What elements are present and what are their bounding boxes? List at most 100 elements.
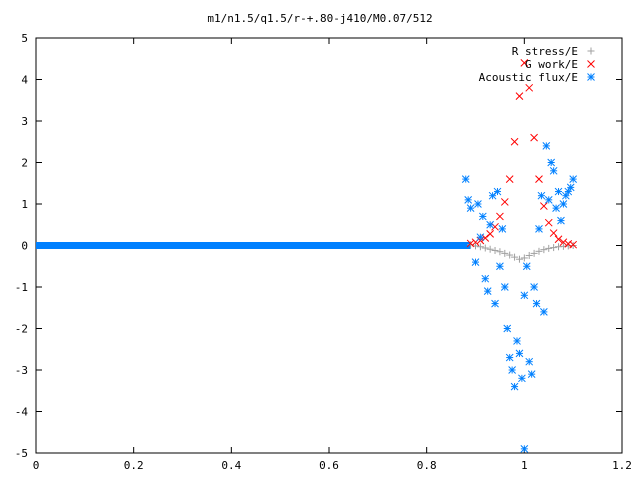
data-point — [505, 175, 514, 183]
legend-label: R stress/E — [512, 45, 578, 58]
data-point — [554, 235, 563, 244]
data-point — [520, 254, 528, 262]
data-point — [498, 225, 507, 233]
data-point — [520, 444, 529, 453]
x-tick-label: 0 — [33, 459, 40, 472]
series-1 — [466, 59, 578, 249]
data-point — [506, 251, 514, 259]
y-tick-label: 1 — [21, 198, 28, 211]
data-point — [547, 158, 556, 167]
data-point — [478, 212, 487, 221]
data-point — [569, 242, 577, 249]
data-point — [503, 324, 512, 333]
data-point — [476, 233, 485, 242]
data-point — [518, 374, 526, 383]
data-point — [540, 308, 548, 316]
y-tick-label: 2 — [21, 157, 28, 170]
data-point — [466, 239, 475, 248]
data-point — [476, 243, 484, 251]
data-point — [486, 245, 494, 253]
data-point — [520, 291, 529, 300]
data-point — [508, 366, 516, 374]
data-point — [496, 212, 504, 221]
y-tick-label: -5 — [15, 447, 28, 460]
data-point — [537, 191, 546, 200]
data-point — [569, 240, 578, 249]
data-point — [474, 200, 482, 208]
data-point — [515, 349, 524, 358]
legend-label: Acoustic flux/E — [479, 71, 578, 84]
data-point — [535, 225, 543, 233]
x-tick-label: 0.6 — [319, 459, 339, 472]
axis-ticks: 0 0.2 0.4 0.6 0.8 1 1.2 5 4 3 2 1 0 -1 -2 -3 -4 -5 — [15, 32, 632, 472]
data-point — [493, 187, 502, 196]
series-0 — [467, 241, 577, 263]
data-point — [540, 202, 548, 210]
data-point — [511, 253, 519, 261]
data-point — [481, 274, 490, 283]
data-point — [491, 246, 499, 254]
data-point — [513, 337, 521, 345]
data-point — [544, 195, 553, 204]
data-point — [464, 195, 473, 204]
y-tick-label: 5 — [21, 32, 28, 45]
data-point — [520, 59, 529, 67]
data-point — [542, 142, 551, 150]
data-point — [527, 370, 536, 379]
data-point — [544, 218, 553, 227]
x-tick-label: 0.8 — [417, 459, 437, 472]
data-point — [525, 251, 533, 259]
data-point — [559, 238, 568, 247]
y-tick-label: -2 — [15, 323, 28, 336]
y-tick-label: 3 — [21, 115, 28, 128]
y-tick-label: -1 — [15, 281, 28, 294]
data-point — [488, 191, 497, 200]
data-point — [515, 255, 523, 263]
x-tick-label: 0.4 — [221, 459, 241, 472]
legend-marker — [587, 47, 595, 55]
y-tick-label: -4 — [15, 406, 29, 419]
data-point — [505, 353, 514, 362]
y-tick-label: 0 — [21, 240, 28, 253]
series-2 — [461, 142, 578, 453]
data-point — [510, 137, 519, 146]
data-point — [525, 357, 534, 366]
data-point — [515, 92, 524, 100]
data-point — [549, 166, 558, 175]
data-point — [496, 248, 504, 256]
y-tick-label: -3 — [15, 364, 28, 377]
chart-title: m1/n1.5/q1.5/r-+.80-j410/M0.07/512 — [207, 12, 432, 25]
data-point — [557, 216, 565, 225]
data-point — [545, 244, 553, 252]
data-point — [461, 175, 470, 183]
data-point — [496, 262, 504, 271]
data-point — [552, 204, 560, 213]
data-point — [559, 200, 568, 208]
series-layer — [36, 59, 578, 453]
x-tick-label: 1.2 — [612, 459, 632, 472]
x-tick-label: 0.2 — [124, 459, 144, 472]
data-point — [566, 183, 575, 192]
legend-marker — [587, 60, 595, 68]
data-point — [530, 249, 538, 257]
legend-marker — [587, 73, 595, 81]
data-point — [535, 175, 543, 183]
data-point — [540, 246, 548, 254]
data-point — [500, 283, 509, 291]
data-point — [510, 382, 519, 391]
data-point — [522, 262, 531, 271]
data-point — [530, 283, 538, 291]
y-tick-label: 4 — [21, 74, 28, 87]
data-point — [486, 220, 495, 229]
data-point — [530, 133, 538, 142]
data-point — [532, 299, 541, 308]
data-point — [486, 230, 495, 238]
x-tick-label: 1 — [521, 459, 528, 472]
data-point — [471, 258, 480, 266]
data-point — [554, 187, 563, 196]
data-point — [525, 83, 534, 92]
data-point — [500, 198, 509, 206]
